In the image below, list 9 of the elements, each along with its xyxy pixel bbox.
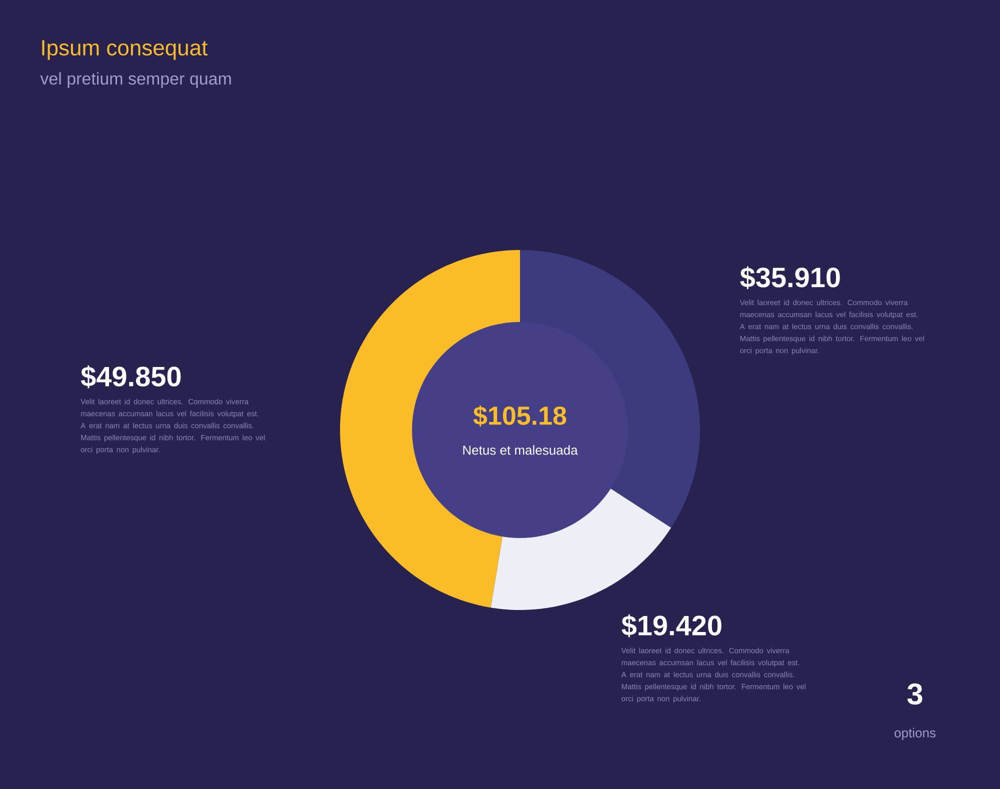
data-label: $49.850: [80, 365, 181, 388]
chart-title: Ipsum consequat: [42, 40, 208, 60]
text: options: [894, 728, 936, 740]
text: $105.18: [473, 405, 566, 427]
text: Netus et malesuada: [463, 445, 578, 455]
chart-subtitle: vel pretium semper quam: [40, 72, 231, 88]
text: 3: [907, 683, 922, 705]
data-label: $35.910: [740, 266, 840, 290]
data-label: $19.420: [622, 614, 722, 638]
